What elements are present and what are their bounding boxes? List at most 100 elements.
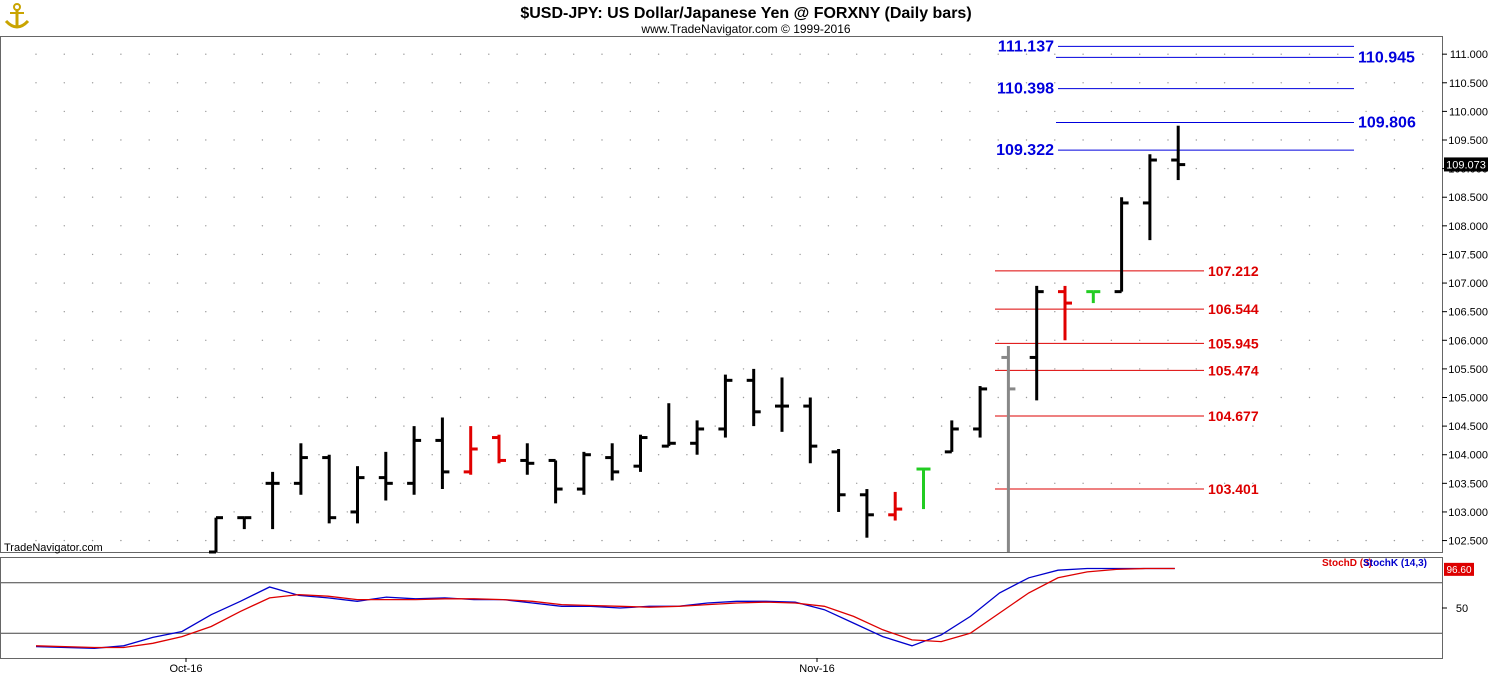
grid-dot (516, 311, 518, 313)
grid-dot (629, 511, 631, 513)
grid-dot (35, 282, 37, 284)
grid-dot (1167, 482, 1169, 484)
grid-dot (35, 82, 37, 84)
grid-dot (459, 110, 462, 113)
grid-dot (969, 454, 971, 456)
grid-dot (827, 482, 830, 484)
grid-dot (1167, 225, 1169, 227)
grid-dot (261, 396, 264, 399)
grid-dot (233, 82, 235, 84)
grid-dot (1365, 425, 1367, 427)
grid-dot (1280, 82, 1282, 84)
grid-dot (176, 368, 179, 370)
grid-dot (148, 167, 150, 170)
grid-dot (318, 196, 320, 198)
grid-dot (1393, 454, 1396, 456)
grid-dot (1393, 110, 1396, 113)
grid-dot (629, 139, 631, 141)
price-tick-label: 111.000 (1450, 49, 1488, 61)
grid-dot (657, 196, 660, 198)
grid-dot (1025, 539, 1028, 542)
grid-dot (63, 396, 65, 399)
grid-dot (318, 139, 320, 141)
grid-dot (431, 139, 433, 141)
grid-dot (35, 167, 37, 170)
grid-dot (1280, 368, 1282, 370)
grid-dot (601, 253, 603, 256)
grid-dot (742, 139, 745, 141)
grid-dot (261, 225, 264, 227)
grid-dot (1195, 425, 1198, 427)
grid-dot (714, 225, 716, 227)
grid-dot (459, 511, 462, 513)
stochd-line (35, 567, 1175, 649)
grid-dot (742, 311, 745, 313)
ohlc-bar (718, 374, 733, 438)
grid-dot (912, 482, 914, 484)
grid-dot (91, 82, 94, 84)
grid-dot (601, 110, 603, 113)
grid-dot (1223, 282, 1226, 284)
grid-dot (459, 139, 462, 141)
grid-dot (884, 396, 886, 399)
grid-dot (1054, 110, 1056, 113)
grid-dot (1280, 282, 1282, 284)
grid-dot (35, 368, 37, 370)
grid-dot (1252, 454, 1254, 456)
grid-dot (969, 339, 971, 341)
grid-dot (1252, 53, 1254, 55)
grid-dot (1422, 396, 1424, 399)
grid-dot (601, 539, 603, 542)
grid-dot (856, 139, 858, 141)
grid-dot (148, 110, 150, 113)
grid-dot (1365, 539, 1367, 542)
grid-dot (1280, 225, 1282, 227)
grid-dot (1167, 311, 1169, 313)
grid-dot (1365, 511, 1367, 513)
grid-dot (374, 82, 377, 84)
grid-dot (1195, 225, 1198, 227)
price-tick-label: 107.000 (1448, 278, 1488, 290)
grid-dot (403, 196, 405, 198)
grid-dot (1308, 368, 1311, 370)
grid-dot (1252, 539, 1254, 542)
grid-dot (431, 110, 433, 113)
grid-dot (205, 311, 207, 313)
grid-dot (1422, 311, 1424, 313)
grid-dot (488, 482, 490, 484)
grid-dot (827, 225, 830, 227)
grid-dot (544, 225, 547, 227)
grid-dot (1054, 139, 1056, 141)
grid-dot (940, 368, 943, 370)
grid-dot (771, 539, 773, 542)
grid-dot (35, 253, 37, 256)
grid-dot (1139, 511, 1141, 513)
grid-dot (573, 167, 575, 170)
grid-dot (771, 396, 773, 399)
ohlc-bar (237, 516, 252, 530)
grid-dot (912, 110, 914, 113)
grid-dot (290, 425, 292, 427)
grid-dot (1393, 396, 1396, 399)
grid-dot (544, 425, 547, 427)
grid-dot (1280, 53, 1282, 55)
grid-dot (318, 425, 320, 427)
price-tick-label: 104.500 (1448, 421, 1488, 433)
grid-dot (1082, 311, 1084, 313)
grid-dot (120, 53, 122, 55)
grid-dot (261, 110, 264, 113)
grid-dot (1167, 339, 1169, 341)
grid-dot (1054, 253, 1056, 256)
grid-dot (1139, 167, 1141, 170)
grid-dot (997, 368, 999, 370)
grid-dot (657, 167, 660, 170)
grid-dot (176, 339, 179, 341)
grid-dot (1110, 368, 1113, 370)
grid-dot (1252, 396, 1254, 399)
grid-dot (318, 396, 320, 399)
grid-dot (1082, 282, 1084, 284)
grid-dot (799, 396, 801, 399)
grid-dot (1139, 53, 1141, 55)
grid-dot (544, 539, 547, 542)
